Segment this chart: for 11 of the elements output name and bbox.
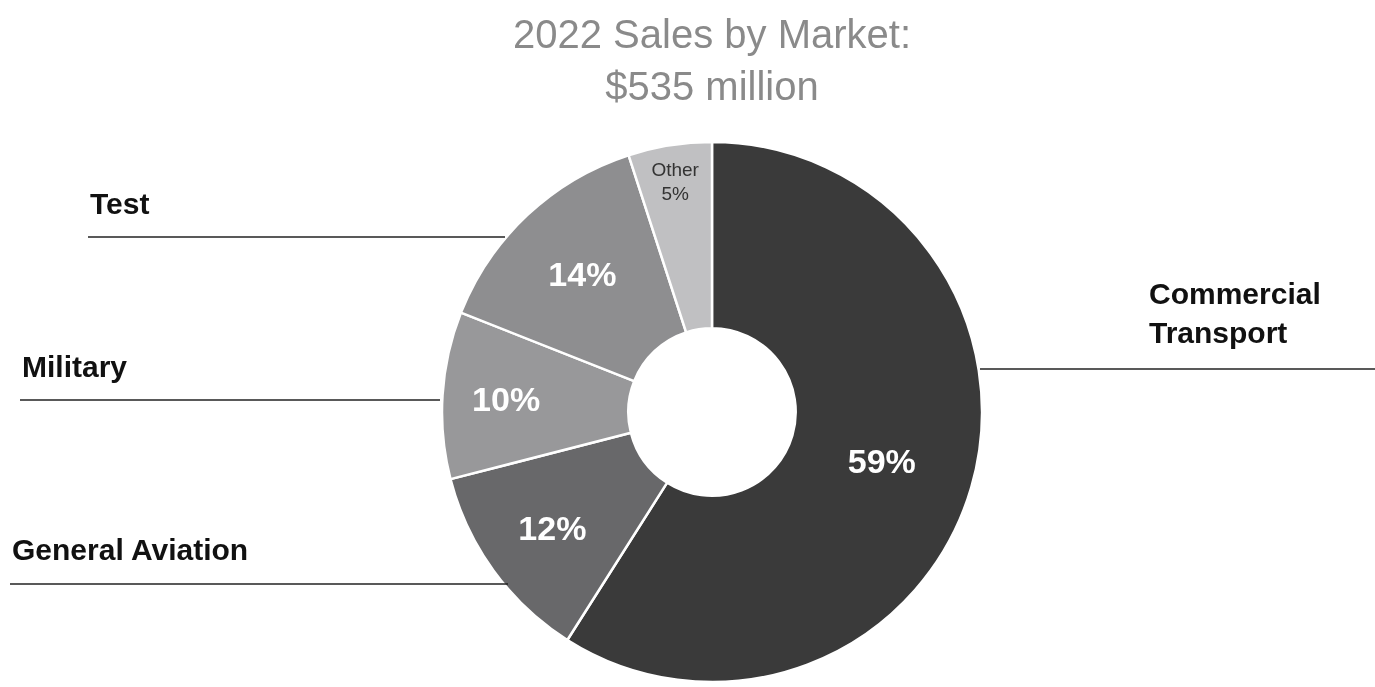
data-label: 12% <box>518 509 587 547</box>
slice-label: Military <box>22 350 128 383</box>
slice-label: Other <box>651 158 700 180</box>
data-label: 59% <box>847 442 916 481</box>
slice-label: Test <box>90 187 150 220</box>
chart-title: 2022 Sales by Market: $535 million <box>513 12 911 108</box>
slice-label: Commercial Transport <box>1149 277 1321 349</box>
data-label: 14% <box>548 254 617 293</box>
data-label: 10% <box>472 380 541 419</box>
data-label: 5% <box>661 183 689 205</box>
slice-label: General Aviation <box>12 533 249 566</box>
